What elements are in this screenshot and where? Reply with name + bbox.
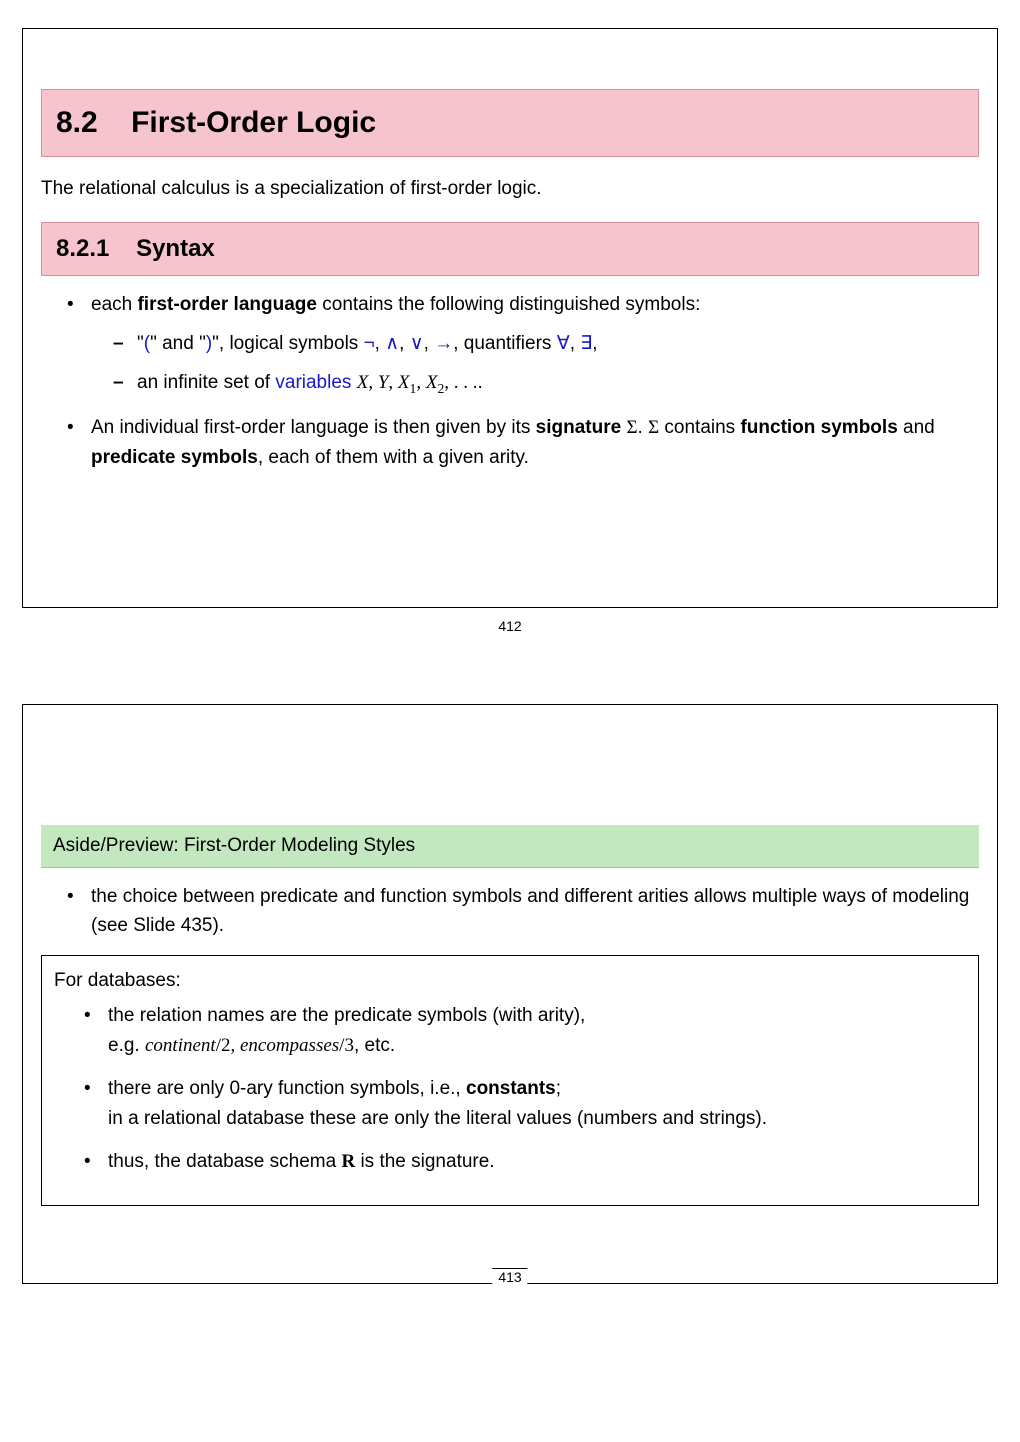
text: " bbox=[137, 333, 144, 354]
sigma: Σ bbox=[648, 417, 659, 438]
subsection-number: 8.2.1 bbox=[56, 235, 109, 262]
bold-text: first-order language bbox=[137, 294, 316, 315]
text: the relation names are the predicate sym… bbox=[108, 1005, 585, 1026]
text: /2, bbox=[216, 1035, 240, 1056]
text: contains bbox=[659, 417, 740, 438]
aside-body: the choice between predicate and functio… bbox=[41, 882, 979, 941]
text: , bbox=[375, 333, 386, 354]
list-item: the choice between predicate and functio… bbox=[67, 882, 971, 941]
slide-412: 8.2 First-Order Logic The relational cal… bbox=[22, 28, 998, 608]
text: /3 bbox=[339, 1035, 354, 1056]
section-title: 8.2 First-Order Logic bbox=[56, 106, 964, 140]
text: an infinite set of bbox=[137, 372, 275, 393]
intro-paragraph: The relational calculus is a specializat… bbox=[41, 175, 979, 204]
variables-word: variables bbox=[275, 372, 351, 393]
text: in a relational database these are only … bbox=[108, 1108, 767, 1129]
text: , bbox=[416, 372, 426, 393]
text: ; bbox=[556, 1078, 561, 1099]
term-continent: continent bbox=[145, 1035, 216, 1056]
text: , . . . bbox=[444, 372, 477, 393]
list-item: the relation names are the predicate sym… bbox=[84, 1001, 958, 1060]
text: the choice between predicate and functio… bbox=[91, 886, 969, 936]
list-item: thus, the database schema R is the signa… bbox=[84, 1147, 958, 1176]
symbol-and: ∧ bbox=[385, 333, 399, 354]
section-number: 8.2 bbox=[56, 106, 98, 139]
bullet-list: the relation names are the predicate sym… bbox=[84, 1001, 958, 1176]
text: thus, the database schema bbox=[108, 1151, 341, 1172]
slide-413: Aside/Preview: First-Order Modeling Styl… bbox=[22, 704, 998, 1284]
bold-text: constants bbox=[466, 1078, 556, 1099]
list-item: an infinite set of variables X, Y, X1, X… bbox=[113, 368, 969, 399]
text: . bbox=[478, 372, 483, 393]
text: is the signature. bbox=[355, 1151, 494, 1172]
text: , bbox=[570, 333, 581, 354]
bullet-list: each first-order language contains the f… bbox=[67, 290, 969, 473]
aside-header: Aside/Preview: First-Order Modeling Styl… bbox=[41, 825, 979, 868]
text: . bbox=[638, 417, 649, 438]
text: , bbox=[388, 372, 398, 393]
text: , quantifiers bbox=[453, 333, 557, 354]
text: , bbox=[424, 333, 435, 354]
bold-text: predicate symbols bbox=[91, 447, 258, 468]
page-number: 413 bbox=[492, 1268, 527, 1285]
bullet-list: the choice between predicate and functio… bbox=[67, 882, 971, 941]
list-item: each first-order language contains the f… bbox=[67, 290, 969, 400]
symbol-imp: → bbox=[434, 333, 453, 354]
sigma: Σ bbox=[626, 417, 637, 438]
text: An individual first-order language is th… bbox=[91, 417, 536, 438]
var-X1: X bbox=[398, 372, 410, 393]
db-head: For databases: bbox=[54, 966, 966, 995]
database-box: For databases: the relation names are th… bbox=[41, 955, 979, 1206]
text: e.g. bbox=[108, 1035, 145, 1056]
text: , bbox=[592, 333, 597, 354]
page-number: 412 bbox=[0, 618, 1020, 634]
list-item: "(" and ")", logical symbols ¬, ∧, ∨, →,… bbox=[113, 329, 969, 358]
subsection-header: 8.2.1 Syntax bbox=[41, 222, 979, 276]
text: each bbox=[91, 294, 137, 315]
bold-text: signature bbox=[536, 417, 622, 438]
text: , bbox=[399, 333, 410, 354]
var-X: X bbox=[357, 372, 369, 393]
text: contains the following distinguished sym… bbox=[317, 294, 700, 315]
symbol-neg: ¬ bbox=[364, 333, 375, 354]
list-item: An individual first-order language is th… bbox=[67, 413, 969, 472]
section-title-text: First-Order Logic bbox=[131, 106, 376, 139]
symbol-forall: ∀ bbox=[557, 333, 570, 354]
var-X2: X bbox=[426, 372, 438, 393]
text: , each of them with a given arity. bbox=[258, 447, 529, 468]
bold-text: function symbols bbox=[740, 417, 897, 438]
text: ", logical symbols bbox=[212, 333, 363, 354]
section-header: 8.2 First-Order Logic bbox=[41, 89, 979, 157]
text: " and " bbox=[150, 333, 206, 354]
text: , bbox=[368, 372, 378, 393]
text: there are only 0-ary function symbols, i… bbox=[108, 1078, 466, 1099]
subsection-title-text: Syntax bbox=[136, 235, 215, 262]
schema-R: R bbox=[341, 1151, 355, 1172]
var-Y: Y bbox=[378, 372, 389, 393]
term-encompasses: encompasses bbox=[240, 1035, 339, 1056]
text: and bbox=[898, 417, 935, 438]
sub-list: "(" and ")", logical symbols ¬, ∧, ∨, →,… bbox=[113, 329, 969, 399]
subsection-title: 8.2.1 Syntax bbox=[56, 235, 964, 263]
list-item: there are only 0-ary function symbols, i… bbox=[84, 1074, 958, 1133]
aside-title: Aside/Preview: First-Order Modeling Styl… bbox=[53, 835, 415, 856]
text: , etc. bbox=[354, 1035, 395, 1056]
symbol-exists: ∃ bbox=[580, 333, 592, 354]
symbol-or: ∨ bbox=[410, 333, 424, 354]
